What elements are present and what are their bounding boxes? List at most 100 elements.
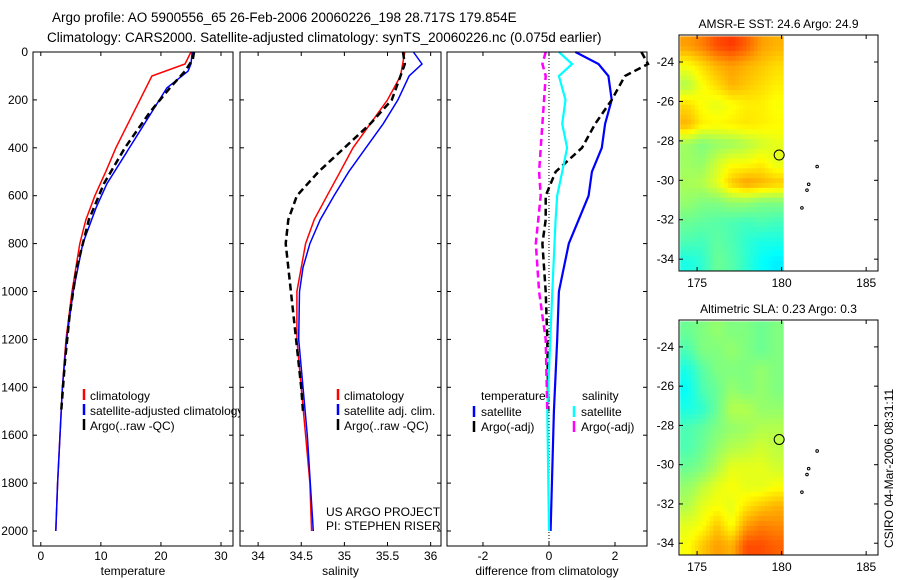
island-outline	[805, 472, 809, 477]
heatmap-cell	[757, 236, 762, 243]
heatmap-cell	[694, 114, 699, 120]
heatmap-cell	[709, 477, 714, 483]
heatmap-cell	[735, 158, 740, 164]
heatmap-cell	[750, 350, 755, 356]
heatmap-cell	[746, 187, 751, 194]
heatmap-cell	[694, 516, 699, 522]
heatmap-cell	[687, 129, 692, 135]
heatmap-cell	[764, 163, 769, 169]
heatmap-cell	[753, 389, 758, 395]
heatmap-cell	[746, 183, 751, 189]
heatmap-cell	[702, 65, 707, 71]
heatmap-cell	[691, 222, 696, 228]
heatmap-cell	[702, 109, 707, 115]
heatmap-cell	[687, 516, 692, 522]
heatmap-cell	[731, 550, 736, 556]
heatmap-cell	[705, 129, 711, 135]
heatmap-cell	[779, 217, 784, 223]
heatmap-cell	[694, 345, 699, 351]
heatmap-cell	[698, 173, 703, 179]
heatmap-cell	[702, 85, 707, 91]
heatmap-cell	[739, 457, 744, 463]
heatmap-cell	[702, 80, 707, 86]
heatmap-cell	[702, 119, 707, 125]
heatmap-cell	[746, 433, 751, 439]
heatmap-cell	[687, 85, 692, 91]
heatmap-cell	[775, 394, 781, 400]
heatmap-cell	[728, 222, 733, 228]
heatmap-cell	[746, 85, 751, 91]
heatmap-cell	[694, 389, 699, 395]
heatmap-cell	[687, 95, 692, 101]
heatmap-cell	[687, 443, 692, 449]
heatmap-cell	[764, 462, 769, 468]
heatmap-cell	[683, 443, 688, 449]
heatmap-cell	[720, 143, 725, 150]
heatmap-cell	[724, 331, 729, 337]
figure-title-line1: Argo profile: AO 5900556_65 26-Feb-2006 …	[52, 10, 517, 25]
heatmap-cell	[694, 241, 699, 247]
heatmap-cell	[691, 75, 696, 81]
heatmap-cell	[728, 452, 733, 459]
heatmap-cell	[746, 90, 751, 96]
heatmap-cell	[735, 535, 740, 541]
heatmap-cell	[753, 168, 758, 174]
heatmap-cell	[717, 217, 722, 223]
heatmap-cell	[739, 438, 744, 444]
heatmap-cell	[772, 472, 777, 478]
heatmap-cell	[728, 486, 733, 493]
heatmap-cell	[768, 457, 773, 463]
heatmap-cell	[713, 331, 718, 337]
heatmap-cell	[753, 197, 758, 203]
heatmap-cell	[772, 379, 777, 386]
heatmap-cell	[683, 496, 688, 502]
heatmap-cell	[742, 491, 747, 497]
heatmap-cell	[764, 178, 769, 184]
heatmap-cell	[687, 350, 692, 356]
heatmap-cell	[753, 477, 758, 483]
heatmap-cell	[768, 345, 773, 351]
heatmap-cell	[757, 540, 762, 546]
heatmap-cell	[717, 143, 722, 150]
heatmap-cell	[746, 212, 751, 218]
heatmap-cell	[731, 423, 736, 429]
heatmap-cell	[768, 530, 773, 536]
heatmap-cell	[742, 506, 747, 512]
heatmap-cell	[698, 516, 703, 522]
heatmap-cell	[720, 326, 725, 332]
heatmap-cell	[742, 168, 747, 174]
heatmap-cell	[764, 217, 769, 223]
heatmap-cell	[779, 530, 784, 536]
heatmap-cell	[680, 51, 685, 57]
heatmap-cell	[705, 143, 711, 150]
heatmap-cell	[739, 236, 744, 243]
heatmap-cell	[713, 173, 718, 179]
heatmap-cell	[753, 326, 758, 332]
heatmap-cell	[683, 326, 688, 332]
heatmap-cell	[768, 197, 773, 203]
heatmap-cell	[735, 345, 740, 351]
heatmap-cell	[768, 540, 773, 546]
heatmap-cell	[724, 326, 729, 332]
heatmap-cell	[705, 85, 711, 91]
heatmap-cell	[720, 418, 725, 424]
heatmap-cell	[731, 148, 736, 155]
heatmap-cell	[694, 168, 699, 174]
y-tick-label: 2000	[1, 524, 28, 538]
heatmap-cell	[728, 80, 733, 86]
heatmap-cell	[724, 472, 729, 478]
heatmap-cell	[691, 516, 696, 522]
heatmap-cell	[746, 496, 751, 502]
heatmap-cell	[731, 158, 736, 164]
heatmap-cell	[772, 394, 777, 400]
heatmap-cell	[705, 477, 711, 483]
heatmap-cell	[775, 477, 781, 483]
heatmap-cell	[728, 545, 733, 551]
heatmap-cell	[731, 261, 736, 267]
heatmap-cell	[683, 192, 688, 199]
heatmap-cell	[753, 360, 758, 366]
heatmap-cell	[742, 457, 747, 463]
heatmap-cell	[698, 511, 703, 517]
heatmap-cell	[705, 413, 711, 420]
heatmap-cell	[728, 241, 733, 247]
